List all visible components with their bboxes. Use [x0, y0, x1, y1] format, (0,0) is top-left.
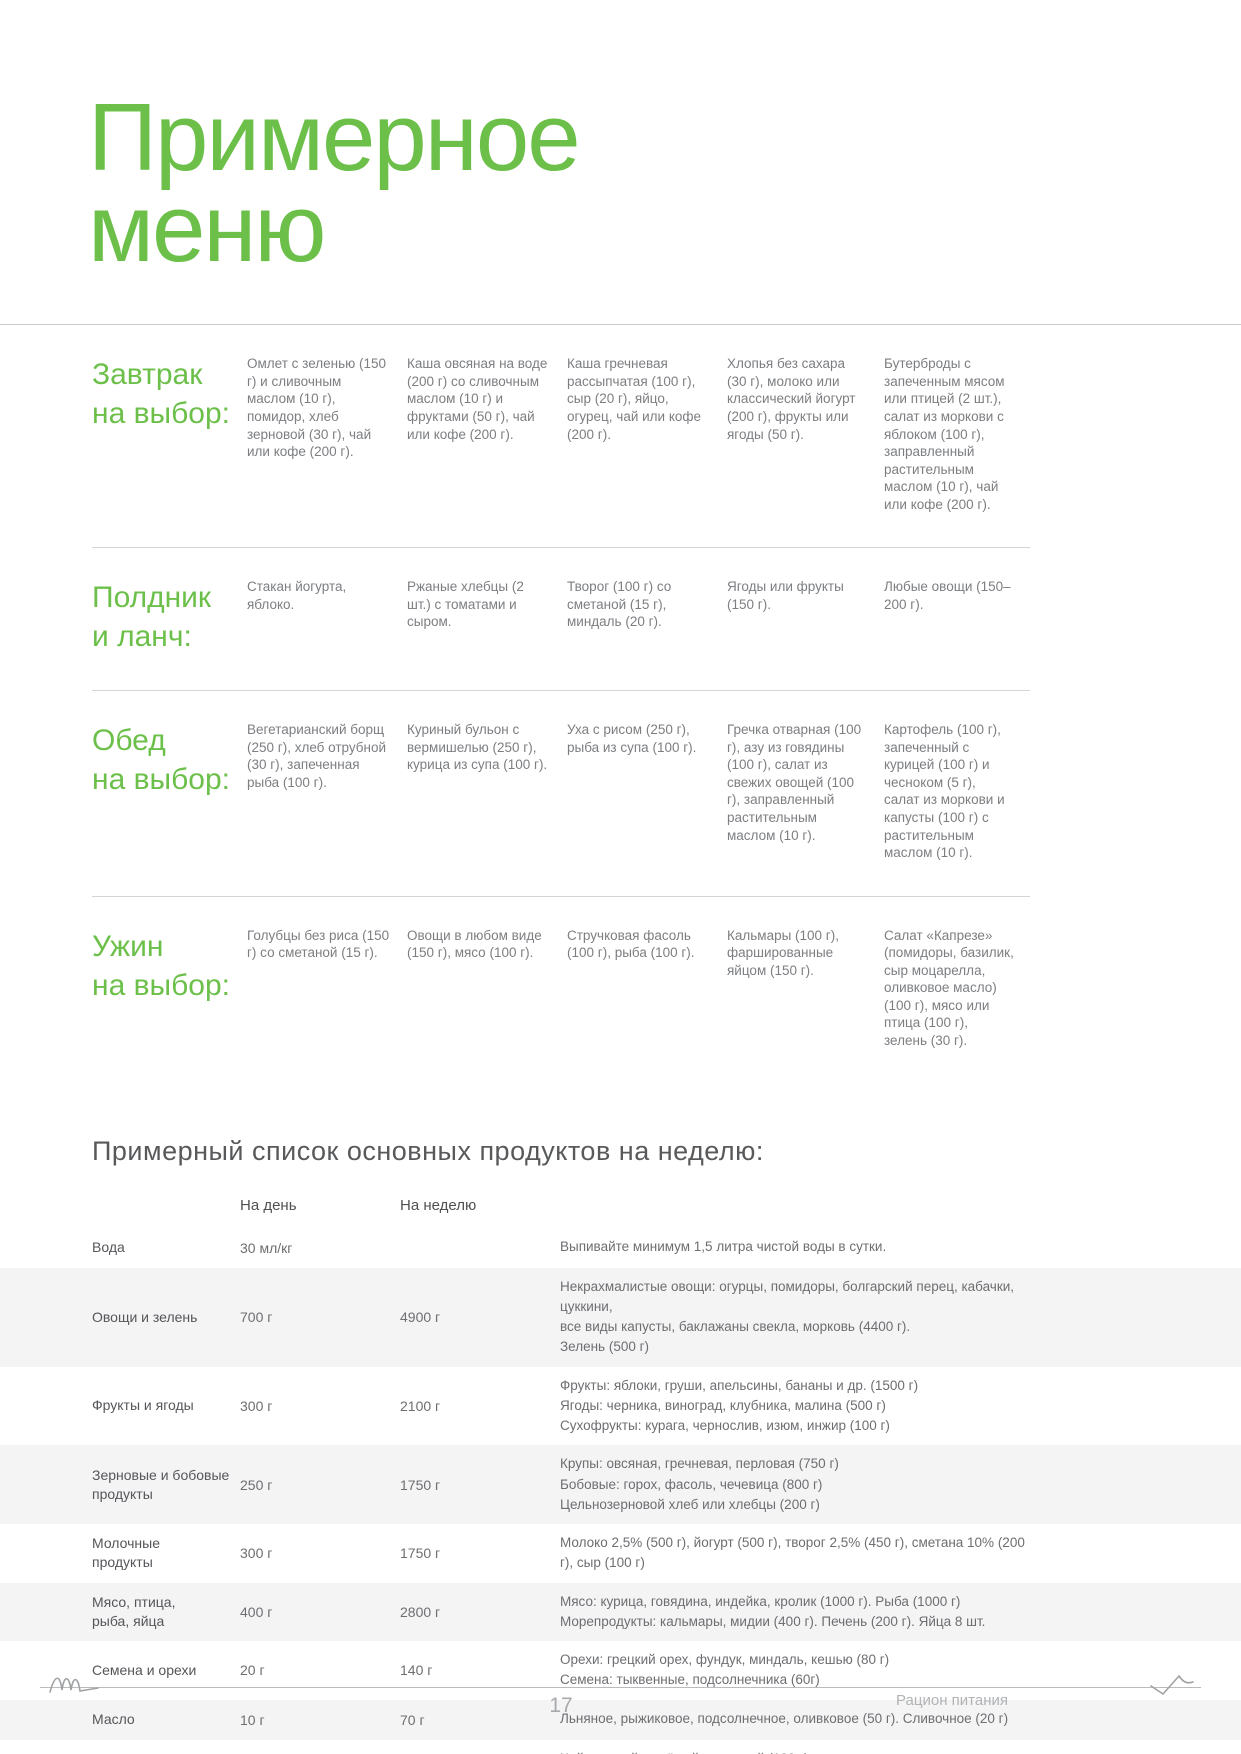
menu-item: Каша овсяная на воде (200 г) со сливочны… [407, 356, 548, 442]
menu-item: Уха с рисом (250 г), рыба из супа (100 г… [567, 722, 697, 755]
product-name: Масло [92, 1711, 135, 1728]
menu-item: Ржаные хлебцы (2 шт.) с томатами и сыром… [407, 579, 524, 630]
product-description: Фрукты: яблоки, груши, апельсины, бананы… [560, 1377, 919, 1434]
footer-divider [40, 1687, 1201, 1688]
product-amount-day: 300 г [240, 1397, 273, 1414]
menu-item: Творог (100 г) со сметаной (15 г), минда… [567, 579, 672, 630]
menu-item: Каша гречневая рассыпчатая (100 г), сыр … [567, 356, 702, 442]
product-description: Орехи: грецкий орех, фундук, миндаль, ке… [560, 1652, 890, 1688]
column-header-day: На день [240, 1196, 297, 1214]
product-description: Некрахмалистые овощи: огурцы, помидоры, … [560, 1278, 1015, 1355]
menu-section-label: Полдник и ланч: [92, 581, 212, 654]
product-description: Выпивайте минимум 1,5 литра чистой воды … [560, 1239, 887, 1255]
product-amount-day: 10 г [240, 1711, 265, 1728]
products-rows: Вода 30 мл/кг Выпивайте минимум 1,5 литр… [0, 1228, 1241, 1754]
table-row: Фрукты и ягоды 300 г 2100 г Фрукты: ябло… [0, 1367, 1241, 1446]
product-name: Семена и орехи [92, 1661, 197, 1678]
menu-item: Стручковая фасоль (100 г), рыба (100 г). [567, 927, 695, 961]
menu-section: Полдник и ланч: Стакан йогурта, яблоко. Р… [92, 547, 1030, 690]
product-description: Крупы: овсяная, гречневая, перловая (750… [560, 1456, 839, 1512]
product-amount-day: 300 г [240, 1545, 273, 1562]
menu-item: Куриный бульон с вермишелью (250 г), кур… [407, 722, 548, 773]
product-name: Зерновые и бобовые продукты [92, 1466, 230, 1502]
product-description: Молоко 2,5% (500 г), йогурт (500 г), тво… [560, 1535, 1025, 1571]
product-name: Вода [92, 1239, 125, 1256]
product-amount-week: 2100 г [400, 1397, 441, 1414]
menu-item: Кальмары (100 г), фаршированные яйцом (1… [727, 927, 839, 978]
product-name: Овощи и зелень [92, 1308, 198, 1325]
product-name: Молочные продукты [92, 1535, 160, 1571]
top-divider [0, 324, 1241, 326]
menu-sections: Завтрак на выбор: Омлет с зеленью (150 г… [92, 325, 1030, 1083]
product-amount-week: 4900 г [400, 1309, 441, 1325]
menu-section-label: Завтрак на выбор: [92, 358, 230, 431]
menu-item: Стакан йогурта, яблоко. [247, 579, 347, 612]
menu-section-label: Обед на выбор: [92, 724, 230, 797]
product-amount-week: 70 г [400, 1711, 425, 1728]
product-amount-week: 1750 г [400, 1545, 441, 1562]
products-table: На день На неделю Вода 30 мл/кг Выпивайт… [0, 1197, 1241, 1754]
footer-flourish-right [1150, 1674, 1194, 1696]
products-table-header: На день На неделю [0, 1197, 1241, 1228]
menu-item: Салат «Капрезе» (помидоры, базилик, сыр … [884, 927, 1014, 1048]
menu-item: Любые овощи (150–200 г). [884, 579, 1011, 612]
menu-item: Ягоды или фрукты (150 г). [727, 579, 844, 612]
menu-section: Завтрак на выбор: Омлет с зеленью (150 г… [92, 325, 1030, 547]
product-description: Льняное, рыжиковое, подсолнечное, оливко… [560, 1711, 1009, 1727]
menu-item: Гречка отварная (100 г), азу из говядины… [727, 722, 862, 843]
product-amount-day: 700 г [240, 1309, 273, 1325]
column-header-week: На неделю [400, 1196, 477, 1214]
menu-item: Хлопья без сахара (30 г), молоко или кла… [727, 356, 856, 442]
footer-section-label: Рацион питания [896, 1692, 1008, 1709]
product-amount-day: 30 мл/кг [240, 1239, 293, 1256]
menu-item: Бутерброды с запеченным мясом или птицей… [884, 356, 1005, 512]
product-description: Мясо: курица, говядина, индейка, кролик … [560, 1593, 986, 1629]
table-row: Овощи и зелень 700 г 4900 г Некрахмалист… [0, 1267, 1241, 1367]
table-row: Вода 30 мл/кг Выпивайте минимум 1,5 литр… [0, 1228, 1241, 1268]
table-row: Молочные продукты 300 г 1750 г Молоко 2,… [0, 1524, 1241, 1583]
menu-item: Вегетарианский борщ (250 г), хлеб отрубн… [247, 722, 387, 790]
product-description: Чай: черный, зелёный, травяной (100 г). … [560, 1749, 1030, 1754]
table-row: Напитки 450 мл 3 л Чай: черный, зелёный,… [0, 1740, 1241, 1754]
product-name: Мясо, птица, рыба, яйца [92, 1593, 176, 1629]
menu-section: Обед на выбор: Вегетарианский борщ (250 … [92, 690, 1030, 895]
product-amount-day: 20 г [240, 1662, 265, 1679]
menu-item: Голубцы без риса (150 г) со сметаной (15… [247, 927, 390, 961]
product-amount-day: 250 г [240, 1476, 273, 1493]
footer-flourish-left [49, 1677, 99, 1693]
menu-item: Картофель (100 г), запеченный с курицей … [884, 722, 1005, 861]
page-title: Примерное меню [88, 84, 581, 283]
product-amount-day: 400 г [240, 1603, 273, 1620]
product-amount-week: 140 г [400, 1662, 433, 1679]
menu-item: Омлет с зеленью (150 г) и сливочным масл… [247, 356, 387, 460]
table-row: Масло 10 г 70 г Льняное, рыжиковое, подс… [0, 1699, 1241, 1740]
page-number: 17 [549, 1694, 573, 1717]
product-amount-week: 1750 г [400, 1476, 441, 1493]
table-row: Семена и орехи 20 г 140 г Орехи: грецкий… [0, 1641, 1241, 1700]
menu-section: Ужин на выбор: Голубцы без риса (150 г) … [92, 895, 1030, 1084]
table-row: Мясо, птица, рыба, яйца 400 г 2800 г Мяс… [0, 1582, 1241, 1641]
products-heading: Примерный список основных продуктов на н… [92, 1135, 764, 1166]
table-row: Зерновые и бобовые продукты 250 г 1750 г… [0, 1445, 1241, 1524]
menu-section-label: Ужин на выбор: [92, 929, 230, 1002]
product-name: Фрукты и ягоды [92, 1397, 194, 1414]
menu-item: Овощи в любом виде (150 г), мясо (100 г)… [407, 927, 542, 961]
product-amount-week: 2800 г [400, 1603, 441, 1620]
